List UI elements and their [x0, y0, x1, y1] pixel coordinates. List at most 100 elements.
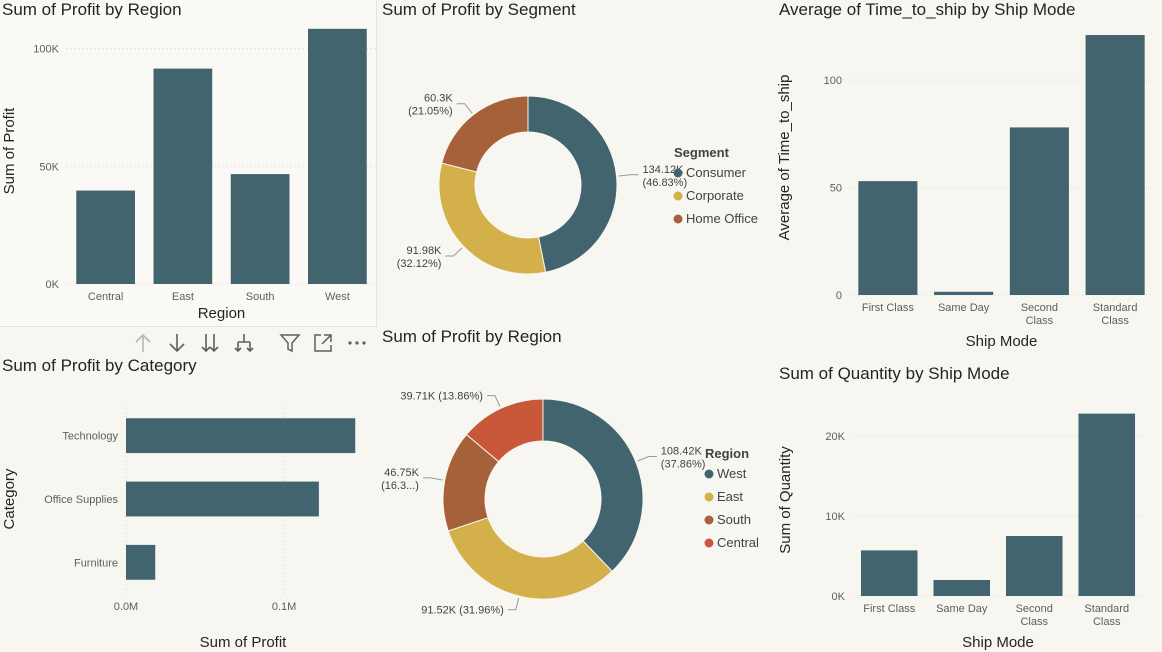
legend-item: Corporate	[686, 188, 744, 203]
x-tick-label: Class	[1093, 616, 1121, 628]
drill-down-button[interactable]	[162, 328, 192, 358]
filter-button[interactable]	[275, 328, 305, 358]
donut-slice	[447, 516, 613, 600]
bar	[76, 190, 135, 284]
bar	[860, 550, 918, 596]
label-leader-line	[618, 174, 639, 177]
chart-title: Sum of Profit by Region	[382, 327, 562, 346]
chart-title: Average of Time_to_ship by Ship Mode	[779, 0, 1076, 19]
legend-marker	[704, 492, 714, 502]
y-tick-label: 0K	[46, 279, 60, 291]
x-tick-label: 0.1M	[272, 601, 296, 613]
data-label: 39.71K (13.86%)	[400, 391, 483, 403]
x-tick-label: South	[246, 291, 275, 303]
profit-by-region-bar-visual[interactable]: Sum of Profit by Region 0K 50K 100K Central…	[0, 0, 377, 327]
bar	[1005, 536, 1063, 596]
donut-slice	[542, 398, 644, 572]
y-tick-label: 0	[836, 290, 842, 302]
data-label: (32.12%)	[397, 258, 442, 270]
data-label: 108.42K	[661, 446, 703, 458]
y-tick-label: Technology	[62, 431, 118, 443]
bar	[153, 68, 213, 284]
x-tick-label: Class	[1101, 315, 1129, 327]
profit-by-category-chart: 0.0M 0.1M Technology Office Supplies Furnitu…	[1, 404, 356, 651]
profit-by-segment-donut-visual[interactable]: Sum of Profit by Segment 134.12K (46.83%)…	[380, 0, 770, 320]
drill-down-icon	[169, 334, 185, 353]
drill-up-icon	[135, 333, 151, 352]
bar	[230, 174, 290, 284]
chart-title: Sum of Profit by Category	[2, 356, 197, 375]
profit-by-region-chart: 0K 50K 100K Central East South West Region Sum o…	[1, 28, 376, 322]
label-leader-line	[637, 456, 657, 462]
data-label: (16.3...)	[381, 480, 419, 492]
filter-icon	[279, 334, 301, 353]
data-label: (37.86%)	[661, 459, 706, 471]
legend-marker	[673, 214, 683, 224]
bar	[858, 181, 918, 295]
y-axis-label: Sum of Profit	[1, 107, 18, 195]
more-options-button[interactable]	[342, 328, 372, 358]
legend-title: Segment	[674, 145, 730, 160]
y-axis-label: Sum of Quantity	[777, 446, 794, 554]
legend-item: Consumer	[686, 165, 747, 180]
donut-slice	[465, 398, 544, 463]
data-label: (46.83%)	[642, 177, 687, 189]
label-leader-line	[486, 395, 501, 407]
x-tick-label: 0.0M	[114, 601, 138, 613]
profit-by-category-bar-visual[interactable]: Sum of Profit by Category 0.0M 0.1M Techno…	[0, 356, 377, 652]
expand-all-button[interactable]	[229, 328, 259, 358]
label-leader-line	[456, 103, 473, 114]
legend-marker	[704, 515, 714, 525]
x-tick-label: Same Day	[936, 603, 988, 615]
x-tick-label: Class	[1026, 315, 1054, 327]
visual-header-toolbar	[128, 328, 376, 358]
bar	[934, 291, 994, 295]
drill-up-button[interactable]	[128, 328, 158, 358]
x-tick-label: First Class	[862, 302, 914, 314]
legend-title: Region	[705, 446, 749, 461]
x-axis-label: Ship Mode	[962, 634, 1034, 651]
x-tick-label: Class	[1020, 616, 1048, 628]
expand-next-level-button[interactable]	[195, 328, 225, 358]
y-axis-label: Average of Time_to_ship	[776, 75, 793, 241]
data-label: 46.75K	[384, 467, 420, 479]
chart-title: Sum of Profit by Region	[2, 0, 182, 19]
x-axis-label: Sum of Profit	[200, 634, 288, 651]
focus-mode-button[interactable]	[309, 328, 339, 358]
donut-slice	[441, 95, 529, 173]
bar	[1009, 127, 1069, 295]
bar	[933, 580, 991, 596]
quantity-by-ship-mode-bar-visual[interactable]: Sum of Quantity by Ship Mode 0K 10K 20K Fir…	[777, 364, 1162, 652]
label-leader-line	[445, 247, 463, 257]
legend-item: East	[717, 489, 743, 504]
y-tick-label: 10K	[825, 511, 845, 523]
x-tick-label: Standard	[1084, 603, 1129, 615]
bar	[126, 481, 319, 517]
more-options-icon	[348, 341, 366, 345]
legend-marker	[673, 191, 683, 201]
profit-by-region-donut-visual[interactable]: Sum of Profit by Region 108.42K (37.86%) 9…	[380, 327, 770, 652]
data-label: 60.3K	[424, 93, 453, 105]
x-tick-label: First Class	[863, 603, 915, 615]
chart-title: Sum of Quantity by Ship Mode	[779, 364, 1010, 383]
legend-item: Home Office	[686, 211, 758, 226]
x-tick-label: West	[325, 291, 350, 303]
bar	[1078, 413, 1136, 596]
expand-next-level-icon	[201, 334, 219, 353]
time-to-ship-bar-visual[interactable]: Average of Time_to_ship by Ship Mode 0 50…	[776, 0, 1162, 355]
chart-title: Sum of Profit by Segment	[382, 0, 576, 19]
expand-all-icon	[234, 334, 254, 353]
y-axis-label: Category	[1, 468, 18, 529]
legend-item: South	[717, 512, 751, 527]
y-tick-label: 20K	[825, 431, 845, 443]
donut-slice	[527, 95, 618, 273]
data-label: 91.52K (31.96%)	[421, 605, 504, 617]
y-tick-label: 0K	[832, 591, 846, 603]
bar	[308, 28, 367, 284]
profit-by-region-donut-chart: 108.42K(37.86%) 91.52K (31.96%) 46.75K(16.…	[381, 391, 759, 617]
x-tick-label: Second	[1016, 603, 1053, 615]
profit-by-segment-chart: 134.12K(46.83%)91.98K(32.12%)60.3K(21.05…	[397, 93, 758, 275]
legend-marker	[673, 168, 683, 178]
